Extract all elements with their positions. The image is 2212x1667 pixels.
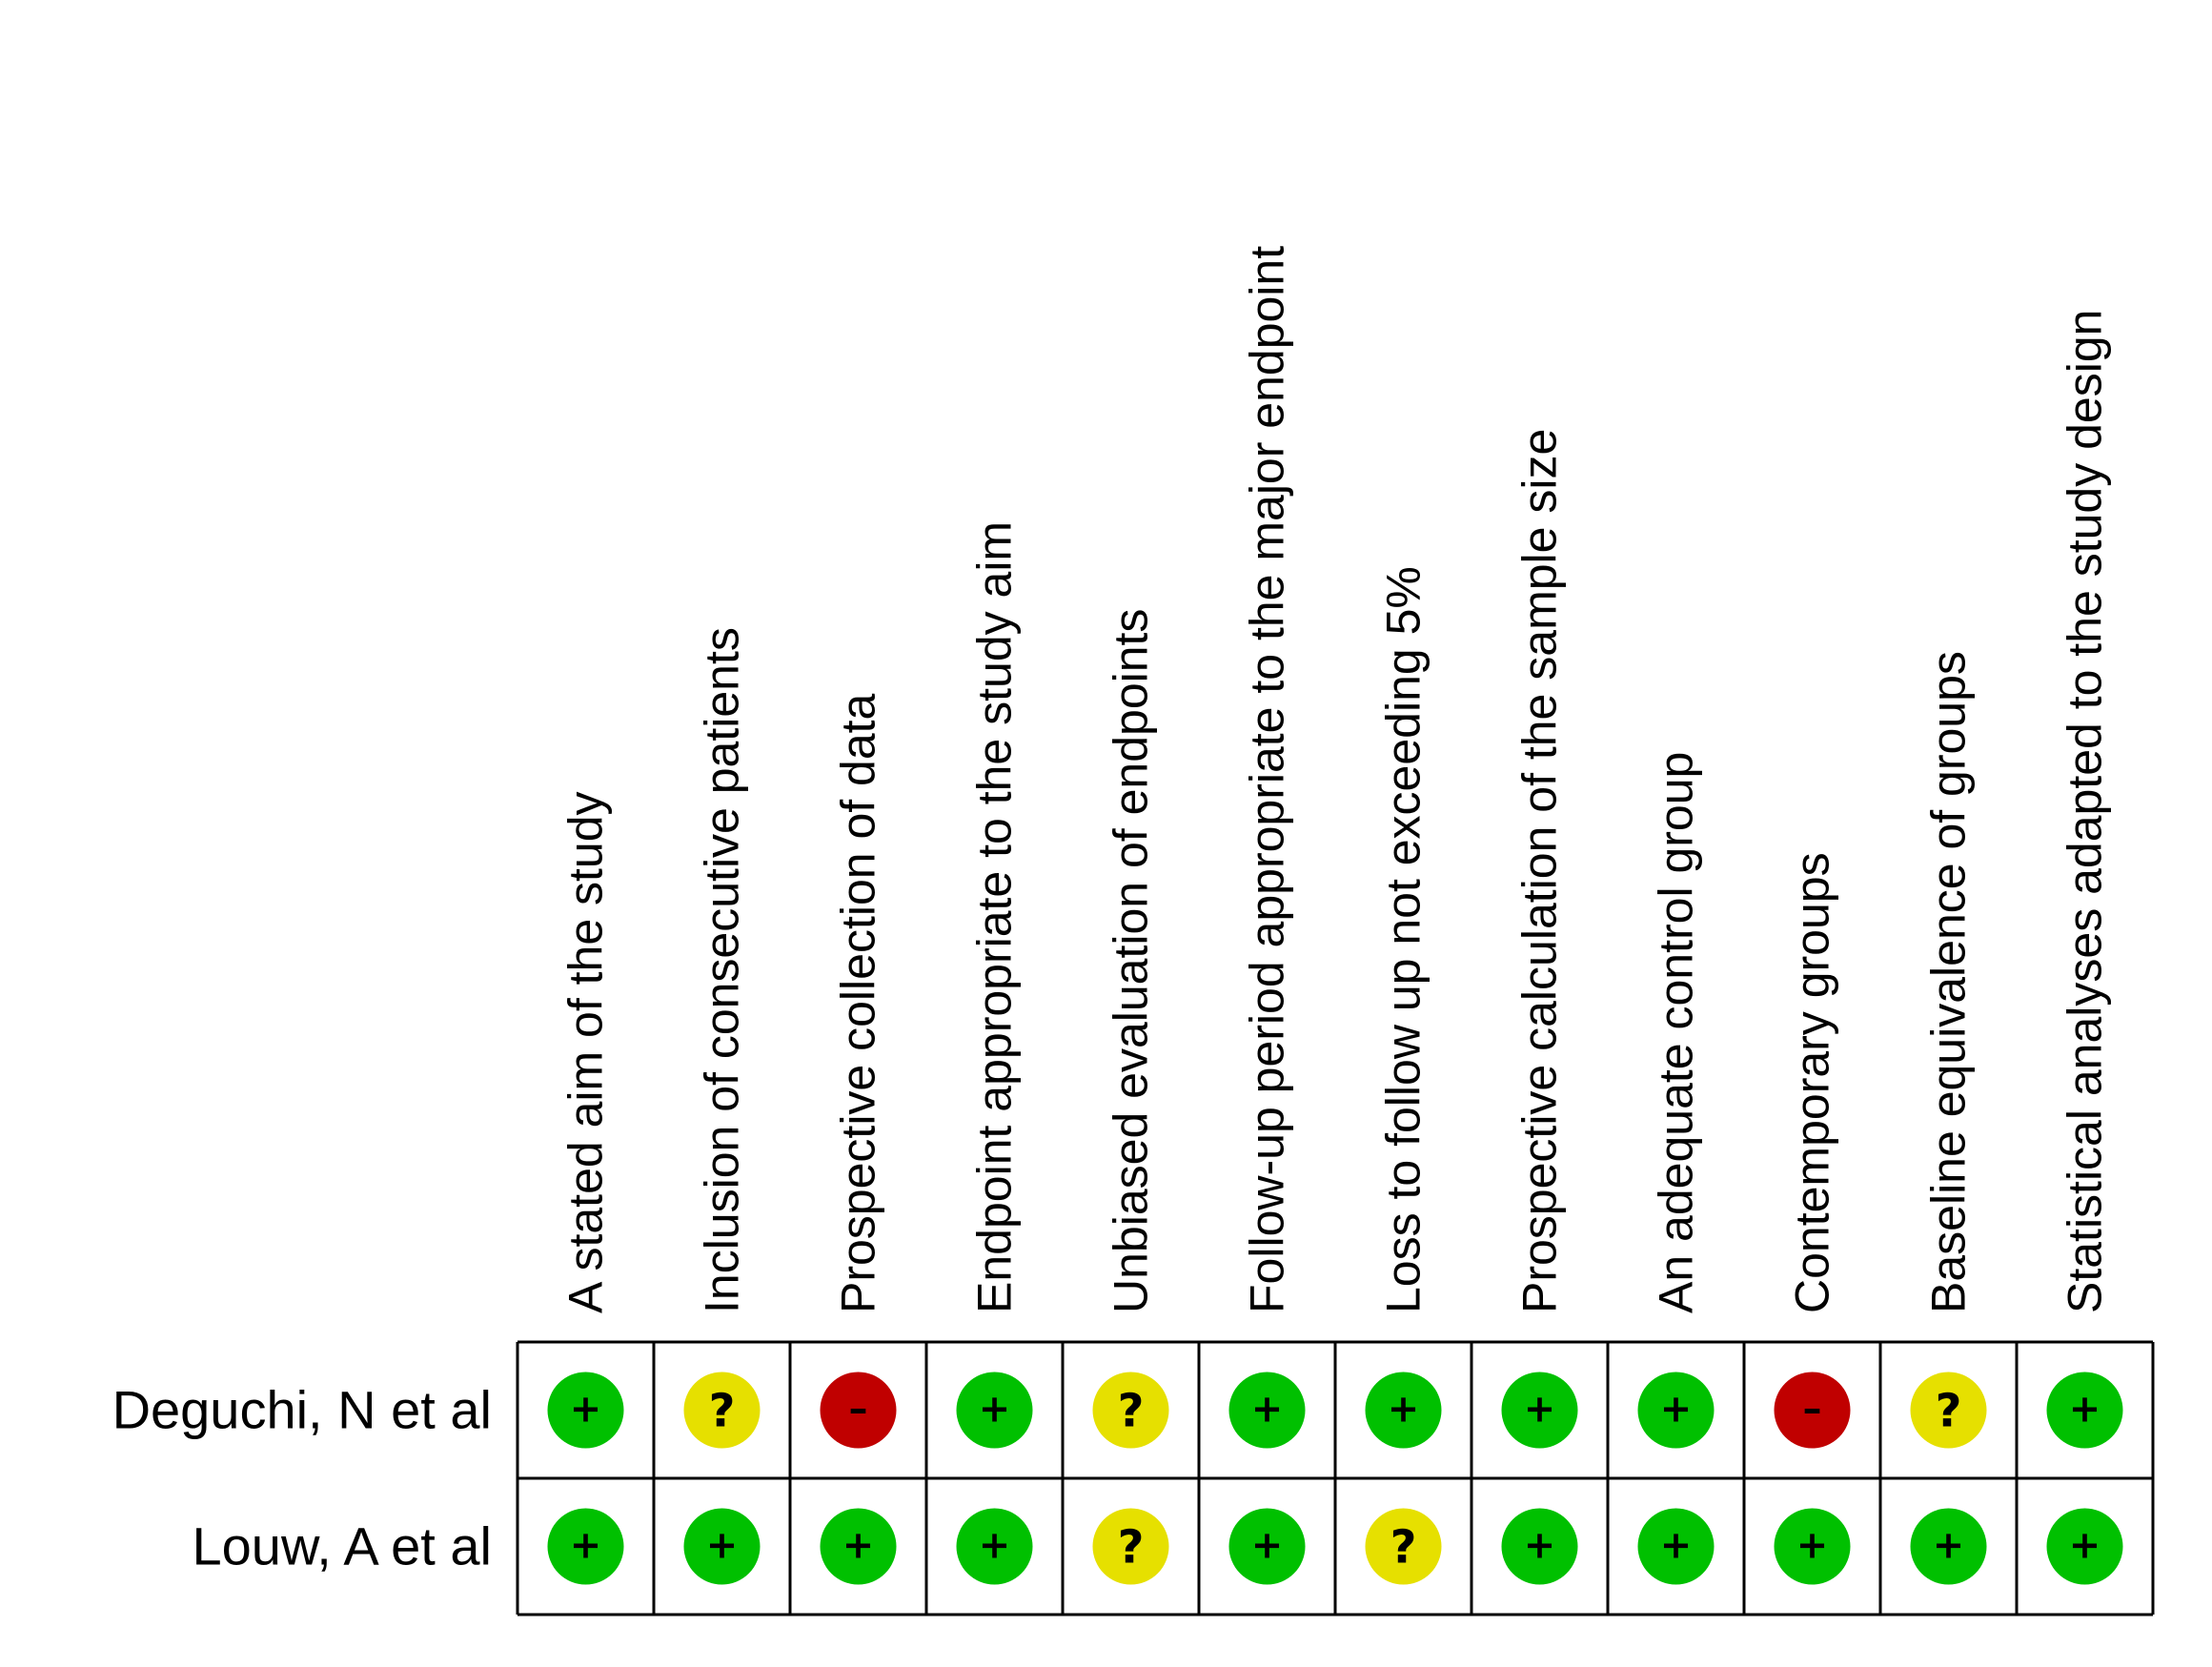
low-risk-symbol: +: [1796, 1524, 1829, 1568]
unclear-risk-circle-icon: [1910, 1372, 1987, 1449]
low-risk-mark: +: [1501, 1508, 1578, 1585]
unclear-risk-mark: ?: [1092, 1508, 1169, 1585]
low-risk-symbol: +: [1524, 1524, 1556, 1568]
low-risk-circle-icon: [547, 1508, 624, 1585]
row-label-study: Louw, A et al: [193, 1516, 492, 1576]
low-risk-mark: +: [547, 1508, 624, 1585]
low-risk-mark: +: [1228, 1508, 1306, 1585]
high-risk-circle-icon: [1774, 1372, 1851, 1449]
low-risk-mark: +: [547, 1372, 624, 1449]
low-risk-mark: +: [1637, 1508, 1715, 1585]
low-risk-mark: +: [1501, 1372, 1578, 1449]
column-label: An adequate control group: [1650, 752, 1703, 1313]
low-risk-symbol: +: [979, 1388, 1011, 1432]
low-risk-mark: +: [2046, 1508, 2123, 1585]
low-risk-symbol: +: [570, 1524, 602, 1568]
unclear-risk-mark: ?: [1092, 1372, 1169, 1449]
low-risk-mark: +: [956, 1372, 1033, 1449]
low-risk-symbol: +: [1933, 1524, 1965, 1568]
unclear-risk-circle-icon: [1365, 1508, 1442, 1585]
high-risk-circle-icon: [820, 1372, 897, 1449]
low-risk-mark: +: [1774, 1508, 1851, 1585]
unclear-risk-symbol: ?: [1118, 1385, 1145, 1438]
low-risk-symbol: +: [2069, 1388, 2101, 1432]
unclear-risk-circle-icon: [683, 1372, 761, 1449]
unclear-risk-circle-icon: [1092, 1508, 1169, 1585]
column-label: Inclusion of consecutive patients: [696, 627, 749, 1313]
table-grid: [516, 1340, 2155, 1616]
unclear-risk-mark: ?: [683, 1372, 761, 1449]
judgement-marks: +? – +? + + + + –? + + + + +? +? + + + + +: [547, 1372, 2123, 1585]
high-risk-symbol: –: [849, 1388, 868, 1432]
low-risk-circle-icon: [1637, 1372, 1715, 1449]
low-risk-symbol: +: [1388, 1388, 1420, 1432]
unclear-risk-symbol: ?: [1390, 1521, 1417, 1575]
column-label: Follow-up period appropriate to the majo…: [1241, 246, 1294, 1313]
low-risk-symbol: +: [1660, 1524, 1693, 1568]
low-risk-circle-icon: [547, 1372, 624, 1449]
low-risk-mark: +: [683, 1508, 761, 1585]
low-risk-symbol: +: [2069, 1524, 2101, 1568]
column-label: A stated aim of the study: [559, 791, 613, 1313]
low-risk-symbol: +: [979, 1524, 1011, 1568]
low-risk-mark: +: [1365, 1372, 1442, 1449]
unclear-risk-symbol: ?: [1118, 1521, 1145, 1575]
low-risk-circle-icon: [1365, 1372, 1442, 1449]
column-labels: A stated aim of the study Inclusion of co…: [559, 246, 2112, 1313]
low-risk-symbol: +: [1251, 1524, 1284, 1568]
unclear-risk-symbol: ?: [709, 1385, 736, 1438]
low-risk-circle-icon: [1637, 1508, 1715, 1585]
low-risk-circle-icon: [1228, 1508, 1306, 1585]
low-risk-circle-icon: [1774, 1508, 1851, 1585]
low-risk-symbol: +: [1251, 1388, 1284, 1432]
low-risk-mark: +: [1637, 1372, 1715, 1449]
low-risk-circle-icon: [1501, 1372, 1578, 1449]
column-label: Contemporary groups: [1786, 852, 1839, 1313]
low-risk-circle-icon: [956, 1508, 1033, 1585]
unclear-risk-mark: ?: [1910, 1372, 1987, 1449]
column-label: Baseline equivalence of groups: [1922, 651, 1976, 1313]
low-risk-mark: +: [820, 1508, 897, 1585]
row-labels: Deguchi, N et al Louw, A et al: [112, 1380, 492, 1576]
column-label: Unbiased evaluation of endpoints: [1105, 609, 1158, 1313]
low-risk-symbol: +: [1660, 1388, 1693, 1432]
low-risk-circle-icon: [956, 1372, 1033, 1449]
column-label: Loss to follow up not exceeding 5%: [1377, 566, 1431, 1313]
low-risk-mark: +: [2046, 1372, 2123, 1449]
low-risk-circle-icon: [1501, 1508, 1578, 1585]
column-label: Statistical analyses adapted to the stud…: [2059, 310, 2112, 1313]
column-label: Prospective calculation of the sample si…: [1513, 429, 1567, 1313]
unclear-risk-circle-icon: [1092, 1372, 1169, 1449]
low-risk-symbol: +: [706, 1524, 739, 1568]
low-risk-circle-icon: [820, 1508, 897, 1585]
low-risk-mark: +: [1910, 1508, 1987, 1585]
low-risk-symbol: +: [570, 1388, 602, 1432]
low-risk-circle-icon: [1910, 1508, 1987, 1585]
low-risk-mark: +: [956, 1508, 1033, 1585]
high-risk-mark: –: [820, 1372, 897, 1449]
high-risk-mark: –: [1774, 1372, 1851, 1449]
low-risk-symbol: +: [842, 1524, 875, 1568]
row-label-study: Deguchi, N et al: [112, 1380, 492, 1440]
low-risk-circle-icon: [2046, 1372, 2123, 1449]
unclear-risk-mark: ?: [1365, 1508, 1442, 1585]
low-risk-circle-icon: [1228, 1372, 1306, 1449]
low-risk-mark: +: [1228, 1372, 1306, 1449]
column-label: Prospective collection of data: [832, 693, 885, 1313]
low-risk-circle-icon: [683, 1508, 761, 1585]
high-risk-symbol: –: [1803, 1388, 1822, 1432]
unclear-risk-symbol: ?: [1936, 1385, 1962, 1438]
column-label: Endpoint appropriate to the study aim: [968, 521, 1022, 1313]
low-risk-symbol: +: [1524, 1388, 1556, 1432]
low-risk-circle-icon: [2046, 1508, 2123, 1585]
